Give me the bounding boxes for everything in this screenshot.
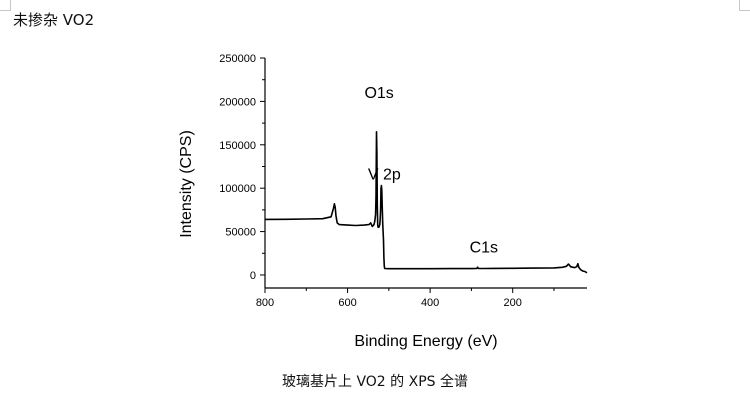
y-tick-label: 50000	[225, 227, 256, 239]
peak-label: O1s	[364, 85, 393, 102]
x-tick-label: 600	[338, 297, 356, 309]
x-axis-title: Binding Energy (eV)	[354, 333, 497, 350]
document-header: 未掺杂 VO2	[13, 11, 95, 29]
figure-caption: 玻璃基片上 VO2 的 XPS 全谱	[282, 374, 468, 390]
page-corner-marker-right	[739, 0, 750, 11]
x-tick-label: 200	[504, 297, 522, 309]
y-tick-label: 100000	[219, 183, 256, 195]
page-corner-marker-left	[0, 0, 11, 11]
xps-spectrum-line	[264, 131, 588, 274]
x-axis-ticks: 800 600 400 200	[256, 288, 555, 309]
peak-annotations: O1s V 2p C1s	[364, 85, 498, 257]
y-tick-label: 150000	[219, 140, 256, 152]
y-axis-ticks: 0 50000 100000 150000 200000 250000	[219, 53, 265, 282]
y-tick-label: 0	[250, 270, 256, 282]
peak-label: V 2p	[368, 167, 401, 184]
chart-frame	[264, 58, 587, 289]
y-tick-label: 200000	[219, 96, 256, 108]
y-axis-title: Intensity (CPS)	[178, 130, 195, 238]
x-tick-label: 800	[256, 297, 274, 309]
x-tick-label: 400	[421, 297, 439, 309]
y-tick-label: 250000	[219, 53, 256, 65]
peak-label: C1s	[470, 239, 498, 256]
